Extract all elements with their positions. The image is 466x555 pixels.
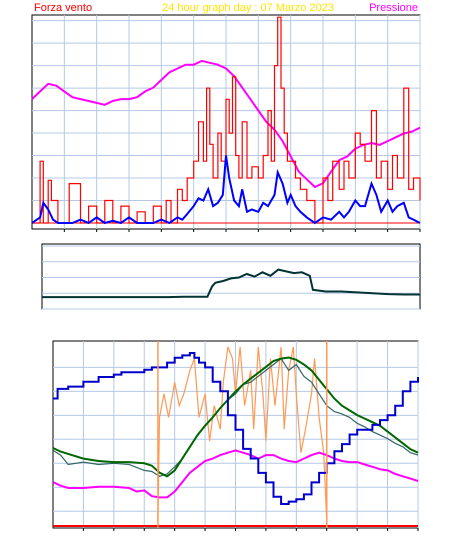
windchill-line (52, 357, 419, 477)
humidity-x-ticks (82, 528, 419, 531)
wind-axis-label: Forza vento (34, 2, 92, 14)
chart-title: 24 hour graph day : 07 Marzo 2023 (162, 2, 334, 14)
sun-markers (157, 341, 328, 528)
wind-average-line (31, 155, 421, 225)
wind-pressure-panel: Forza vento 24 hour graph day : 07 Marzo… (31, 2, 421, 232)
wind-direction-panel (41, 243, 421, 310)
direction-plot-area (41, 243, 421, 310)
wind-series (31, 16, 421, 225)
temperature-line (52, 356, 419, 478)
solar-line (157, 346, 328, 524)
wind-x-ticks (63, 229, 421, 232)
humidity-series (52, 346, 419, 527)
humidity-temperature-panel (52, 340, 419, 531)
humidity-line (53, 352, 419, 505)
direction-series (42, 268, 420, 299)
pressure-axis-label: Pressione (369, 2, 418, 14)
wind-direction-line (42, 268, 420, 299)
